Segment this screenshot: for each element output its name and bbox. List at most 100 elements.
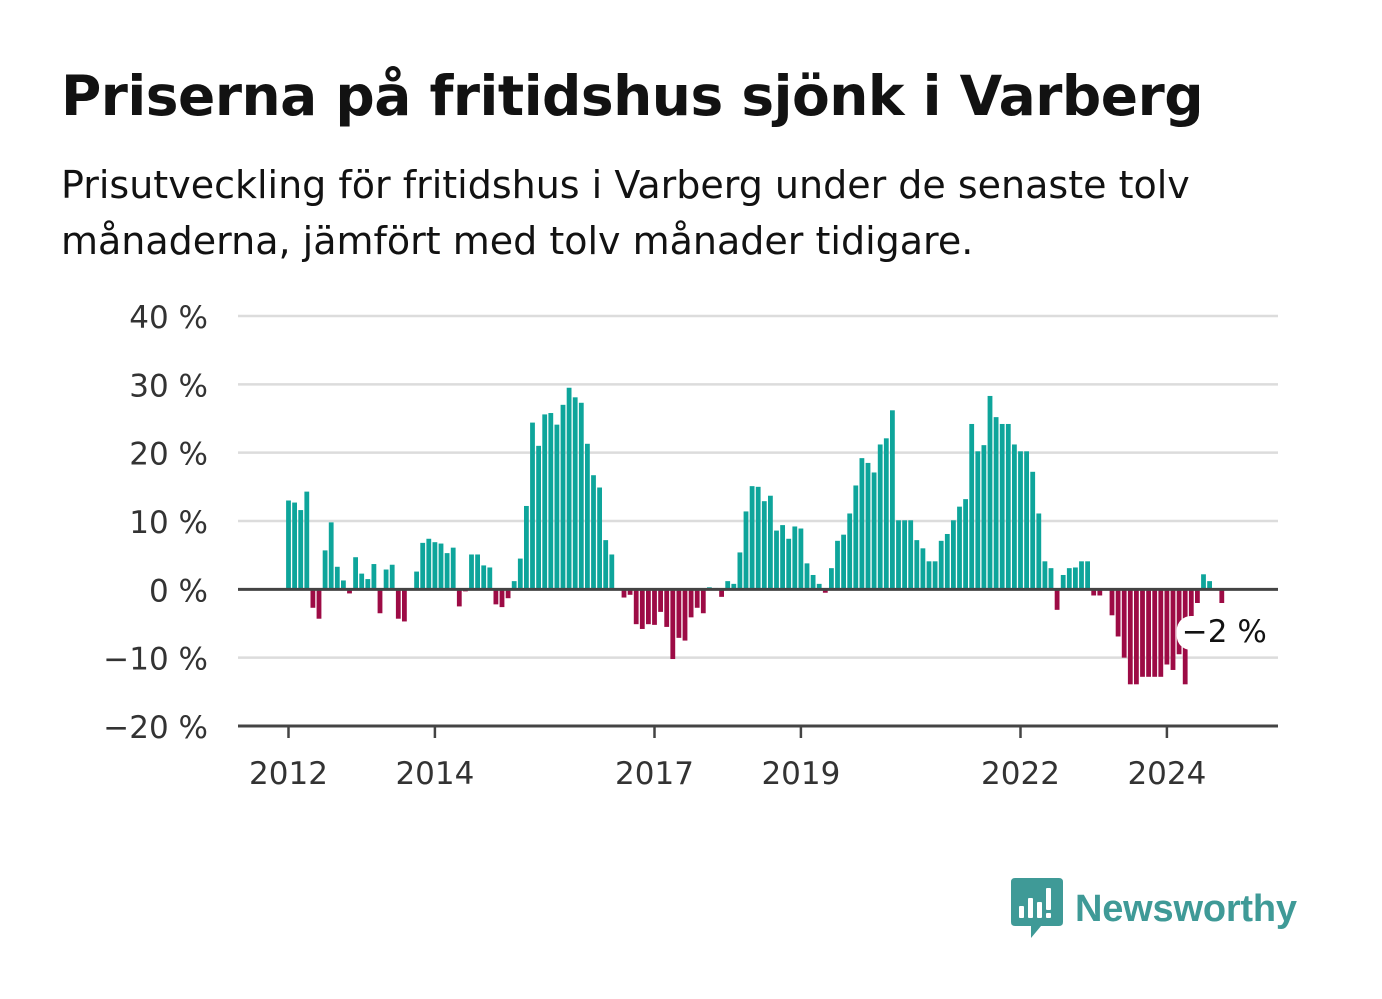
bar <box>914 540 920 590</box>
bar <box>426 538 432 590</box>
bar <box>542 414 548 590</box>
annotation-label: −2 % <box>1182 614 1267 650</box>
newsworthy-logo-icon <box>1011 878 1063 938</box>
bar <box>877 444 883 590</box>
chart-subtitle: Prisutveckling för fritidshus i Varberg … <box>61 163 1190 263</box>
bar <box>963 499 968 590</box>
bar <box>1042 561 1048 590</box>
bar <box>438 543 444 590</box>
x-tick-label: 2012 <box>249 756 328 792</box>
bar <box>774 530 779 590</box>
bar <box>572 397 578 590</box>
bar <box>853 485 859 590</box>
bar <box>993 417 999 590</box>
gridlines <box>238 314 1278 659</box>
bar <box>902 520 907 590</box>
bars <box>286 387 1225 685</box>
bar <box>591 475 596 590</box>
bar <box>755 486 761 590</box>
bar <box>487 567 493 590</box>
bar <box>341 580 346 590</box>
bar <box>1091 589 1097 596</box>
bar <box>835 540 840 590</box>
bar <box>957 506 962 590</box>
bar <box>969 423 975 590</box>
bar <box>816 583 822 590</box>
y-tick-label: 40 % <box>129 300 208 336</box>
bar <box>694 589 700 608</box>
bar <box>676 589 682 638</box>
bar <box>469 554 474 590</box>
bar <box>926 561 932 590</box>
bar <box>1109 589 1115 616</box>
bar <box>627 589 633 595</box>
bar <box>944 533 950 590</box>
bar <box>975 451 981 590</box>
bar <box>780 525 785 590</box>
bar <box>1012 444 1017 590</box>
bar <box>865 462 871 590</box>
bar <box>481 565 487 590</box>
bar <box>761 501 767 590</box>
bar <box>1158 589 1164 677</box>
bar <box>456 589 462 607</box>
bar <box>1048 568 1054 590</box>
bar <box>810 574 816 590</box>
axes <box>238 587 1278 738</box>
y-tick-label: 20 % <box>129 437 208 473</box>
bar <box>1054 589 1060 610</box>
bar <box>292 502 297 590</box>
bar <box>1176 589 1182 655</box>
bar <box>859 458 865 590</box>
bar <box>652 589 657 625</box>
bar <box>1127 589 1133 685</box>
bar <box>658 589 663 612</box>
bar <box>432 542 438 590</box>
bar <box>1073 567 1078 590</box>
bar <box>1201 574 1206 590</box>
bar <box>1030 471 1036 590</box>
bar <box>347 589 352 594</box>
bar <box>1066 568 1072 590</box>
bar <box>517 558 523 590</box>
bar <box>530 422 535 590</box>
bar <box>1097 589 1103 596</box>
bar <box>585 443 590 590</box>
bar <box>359 573 365 590</box>
x-tick-label: 2019 <box>761 756 840 792</box>
bar <box>1207 581 1212 590</box>
bar <box>524 505 529 590</box>
bar <box>310 589 316 608</box>
bar <box>1121 589 1127 658</box>
bar <box>951 520 956 590</box>
annotation-bg <box>1176 616 1265 650</box>
bar <box>420 542 426 590</box>
bar <box>536 445 541 590</box>
bar <box>731 583 737 590</box>
bar <box>1146 589 1151 677</box>
bar <box>670 589 676 660</box>
bar <box>377 589 383 614</box>
brand-logo: Newsworthy <box>1011 878 1297 940</box>
bar <box>450 547 456 590</box>
bar <box>389 564 395 590</box>
bar <box>365 579 371 590</box>
bar <box>475 554 480 590</box>
bar <box>890 410 895 590</box>
brand-name: Newsworthy <box>1075 887 1297 930</box>
bar <box>768 495 773 590</box>
bar <box>743 511 749 590</box>
bar <box>682 589 688 641</box>
bar <box>981 445 987 590</box>
bar <box>871 472 877 590</box>
bar <box>639 589 645 629</box>
bar <box>725 581 731 590</box>
bar <box>798 528 804 590</box>
x-tick-label: 2014 <box>395 756 474 792</box>
bar <box>1060 574 1066 590</box>
bar <box>304 491 310 590</box>
bar <box>578 402 584 590</box>
bar <box>847 513 853 590</box>
bar <box>566 387 572 590</box>
